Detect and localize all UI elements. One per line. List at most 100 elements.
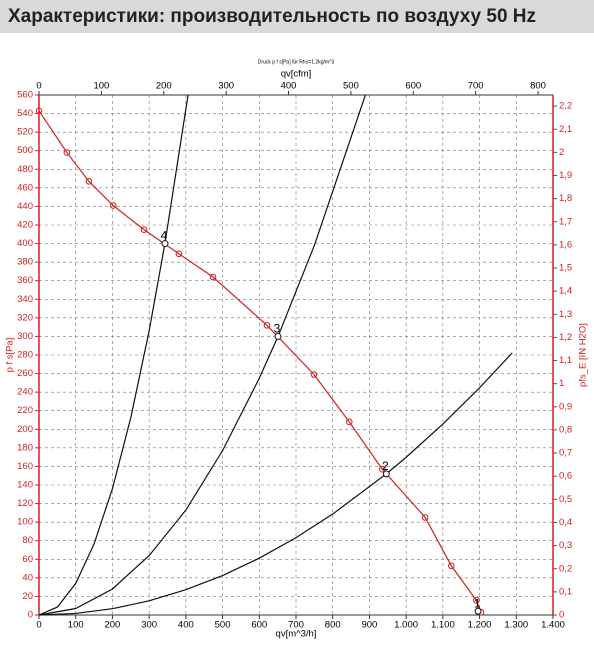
data-point [140,226,148,233]
y-tick-label: 360 [17,275,33,286]
x2-tick-label: 400 [281,81,297,92]
x2-tick-label: 100 [93,81,109,92]
x-tick-label: 600 [251,620,267,631]
data-point [175,250,183,258]
data-point [448,562,455,570]
x-tick-label: 1.300 [504,620,528,631]
y2-tick-label: 1,7 [559,216,572,227]
y2-tick-label: 0,7 [559,448,572,459]
header: Характеристики: производительность по во… [0,0,594,33]
y-tick-label: 280 [17,350,33,361]
y2-tick-label: 1,6 [559,239,572,250]
y-tick-label: 220 [17,405,33,416]
header-title: Характеристики: производительность по во… [8,6,537,27]
y2-tick-label: 2 [559,147,564,158]
y2-tick-label: 1,5 [559,263,572,274]
x2-tick-label: 800 [530,81,546,92]
x-tick-label: 700 [288,620,304,631]
y-tick-label: 520 [17,127,33,138]
operating-point-label: 4 [161,229,168,243]
y2-tick-label: 1,4 [559,286,572,297]
x-axis-title: qv[m^3/h] [276,629,317,640]
x-tick-label: 1.000 [394,620,418,631]
y2-tick-label: 0,4 [559,517,572,528]
operating-point [382,470,390,478]
y-tick-label: 180 [17,442,33,453]
x-tick-label: 800 [325,620,341,631]
series-line [38,94,189,616]
x2-tick-label: 200 [156,81,172,92]
x-tick-label: 400 [178,620,194,631]
x-tick-label: 200 [104,620,120,631]
y2-tick-label: 0 [559,610,564,621]
y2-tick-label: 1,1 [559,355,572,366]
x2-tick-label: 700 [468,81,484,92]
y-tick-label: 80 [22,535,33,546]
data-point [472,596,480,604]
y-tick-label: 540 [17,108,33,119]
y2-tick-label: 2,2 [559,101,572,112]
y-tick-label: 60 [22,554,33,565]
y2-tick-label: 1,9 [559,170,572,181]
y-tick-label: 100 [17,517,33,528]
x-tick-label: 0 [36,620,41,631]
y2-tick-label: 1,3 [559,309,572,320]
y2-tick-label: 2,1 [559,124,572,135]
y-tick-label: 440 [17,201,33,212]
data-point [345,418,353,426]
x-tick-label: 1.200 [468,620,492,631]
y-tick-label: 120 [17,498,33,509]
y-tick-label: 20 [22,591,33,602]
data-point [263,321,271,329]
x2-axis-title: qv[cfm] [281,69,312,80]
y2-tick-label: 0,2 [559,563,572,574]
x-tick-label: 100 [68,620,84,631]
data-point [378,465,386,473]
operating-point [474,607,482,615]
y-tick-label: 420 [17,220,33,231]
x-tick-label: 300 [141,620,157,631]
series-line [38,110,482,613]
x2-tick-label: 600 [405,81,421,92]
y-tick-label: 460 [17,182,33,193]
y-tick-label: 400 [17,238,33,249]
x-tick-label: 1.400 [541,620,565,631]
y2-tick-label: 0,9 [559,401,572,412]
x2-tick-label: 0 [36,81,41,92]
x2-tick-label: 500 [343,81,359,92]
data-point [85,178,93,185]
data-point [310,371,318,378]
x-tick-label: 900 [361,620,377,631]
data-point [63,149,71,156]
y2-tick-label: 0,3 [559,540,572,551]
y-tick-label: 320 [17,312,33,323]
data-point [35,107,43,115]
chart-subtitle: Druck p f s[Pa] für Rho=1,2kg/m^3 [258,59,335,65]
operating-point-label: 2 [382,459,389,473]
x2-tick-label: 300 [218,81,234,92]
y2-tick-label: 1 [559,378,564,389]
data-point [421,514,429,521]
data-point [209,273,217,281]
x-tick-label: 1.100 [431,620,455,631]
y-tick-label: 0 [28,610,33,621]
y-tick-label: 300 [17,331,33,342]
y-axis-title: p f s[Pa] [5,338,16,373]
y2-tick-label: 0,6 [559,471,572,482]
y2-tick-label: 1,2 [559,332,572,343]
y2-tick-label: 0,5 [559,494,572,505]
y-tick-label: 480 [17,164,33,175]
series-line [38,352,513,616]
y-tick-label: 240 [17,387,33,398]
data-point [109,202,117,209]
y-tick-label: 140 [17,480,33,491]
operating-point [274,332,282,340]
y2-tick-label: 1,8 [559,193,572,204]
y-tick-label: 40 [22,572,33,583]
y-tick-label: 560 [17,90,33,101]
y-tick-label: 340 [17,294,33,305]
y2-axis-title: pfs_E [IN H2O] [578,323,589,387]
y-tick-label: 500 [17,145,33,156]
